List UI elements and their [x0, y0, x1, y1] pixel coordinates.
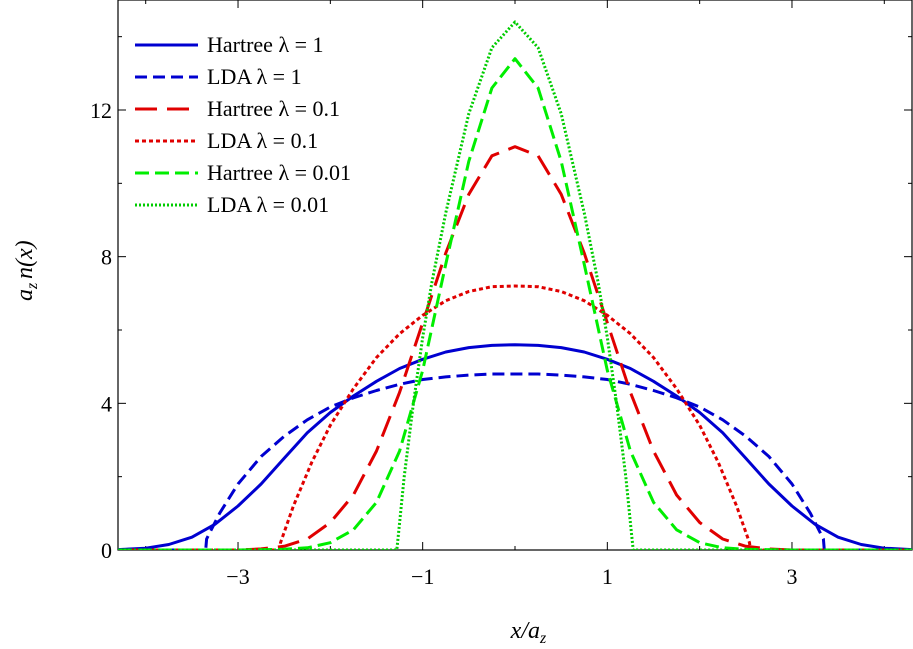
chart-legend: Hartree λ = 1 LDA λ = 1 Hartree λ = 0.1 LDA… — [135, 32, 351, 217]
y-axis-label: a z n(x) — [12, 240, 41, 301]
series-line-0 — [118, 343, 912, 550]
legend-label-3: LDA λ = 0.1 — [207, 128, 318, 153]
series-line-3 — [118, 284, 912, 550]
svg-text:x/a: x/a — [510, 618, 540, 644]
svg-text:z: z — [24, 282, 41, 290]
x-tick-label: 1 — [602, 564, 613, 589]
axis-ticks: −3 −1 1 3 0 4 8 12 — [90, 0, 912, 589]
svg-text:z: z — [539, 630, 547, 647]
x-tick-label: 3 — [786, 564, 797, 589]
svg-text:n(x): n(x) — [12, 240, 38, 279]
legend-label-0: Hartree λ = 1 — [207, 32, 324, 57]
series-line-2 — [118, 145, 912, 550]
legend-label-2: Hartree λ = 0.1 — [207, 96, 340, 121]
y-tick-label: 0 — [101, 538, 112, 563]
y-tick-label: 8 — [101, 245, 112, 270]
series-line-4 — [118, 57, 912, 550]
x-tick-label: −3 — [226, 564, 249, 589]
y-tick-label: 12 — [90, 98, 112, 123]
y-tick-label: 4 — [101, 391, 112, 416]
series-layer — [118, 20, 912, 550]
svg-text:a: a — [12, 289, 38, 301]
legend-label-5: LDA λ = 0.01 — [207, 192, 329, 217]
x-tick-label: −1 — [411, 564, 434, 589]
series-line-5 — [118, 20, 912, 550]
series-line-1 — [118, 372, 912, 550]
x-axis-label: x/a z — [510, 618, 547, 647]
legend-label-1: LDA λ = 1 — [207, 64, 302, 89]
legend-label-4: Hartree λ = 0.01 — [207, 160, 351, 185]
